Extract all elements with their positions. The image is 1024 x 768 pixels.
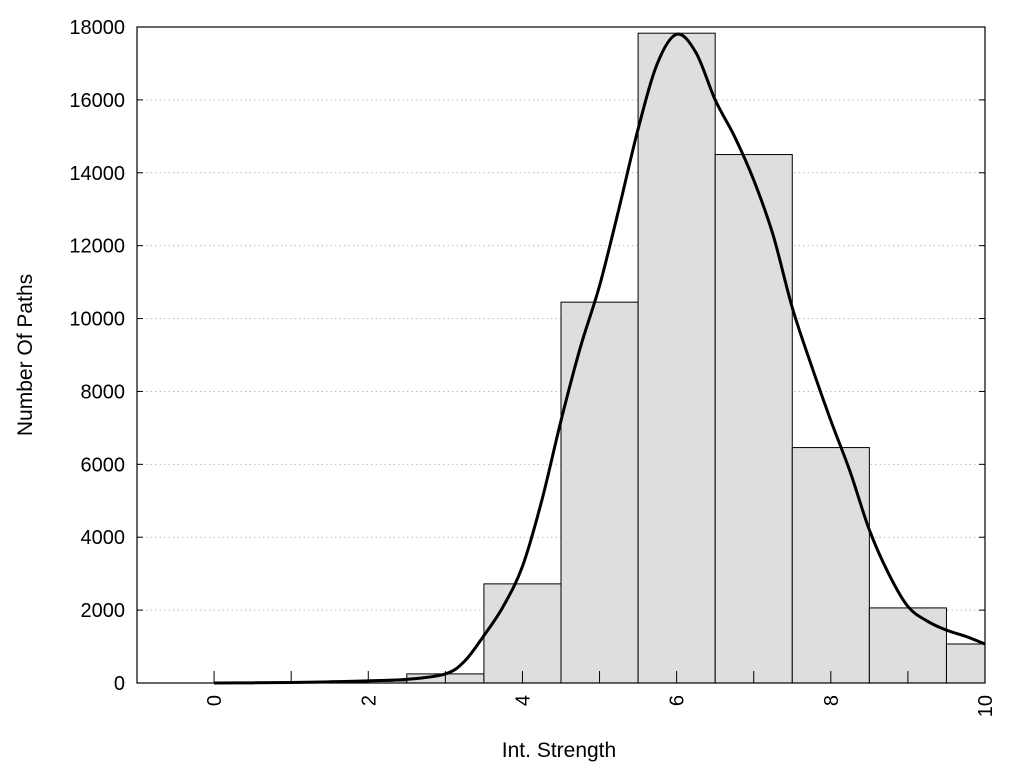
histogram-bar	[560, 301, 639, 684]
x-tick-label: 4	[512, 695, 534, 706]
y-tick-label: 6000	[81, 454, 126, 476]
y-tick-label: 0	[114, 673, 125, 695]
histogram-bar	[791, 447, 870, 684]
histogram-bar	[945, 643, 986, 684]
histogram-bar	[483, 583, 562, 684]
histogram-bars	[252, 32, 986, 684]
axis-ticks: 0 2000 4000 6000 8000 10000 12000 14000 16000 180…	[69, 17, 997, 717]
y-axis-title: Number Of Paths	[14, 274, 37, 436]
x-tick-label: 10	[975, 695, 997, 717]
y-tick-label: 16000	[69, 90, 125, 112]
y-tick-label: 18000	[69, 17, 125, 39]
x-tick-label: 8	[821, 695, 843, 706]
x-tick-label: 0	[204, 695, 226, 706]
histogram-bar	[714, 154, 793, 684]
density-curve	[214, 32, 986, 685]
y-tick-label: 4000	[81, 527, 126, 549]
x-axis-title: Int. Strength	[502, 739, 616, 762]
y-tick-label: 10000	[69, 309, 125, 331]
y-tick-label: 8000	[81, 381, 126, 403]
density-curve-layer	[214, 32, 986, 685]
x-tick-label: 2	[358, 695, 380, 706]
y-tick-label: 12000	[69, 236, 125, 258]
y-tick-label: 14000	[69, 163, 125, 185]
y-tick-label: 2000	[81, 600, 126, 622]
histogram-bar	[637, 32, 716, 684]
x-tick-label: 6	[667, 695, 689, 706]
plot-frame	[136, 26, 986, 684]
